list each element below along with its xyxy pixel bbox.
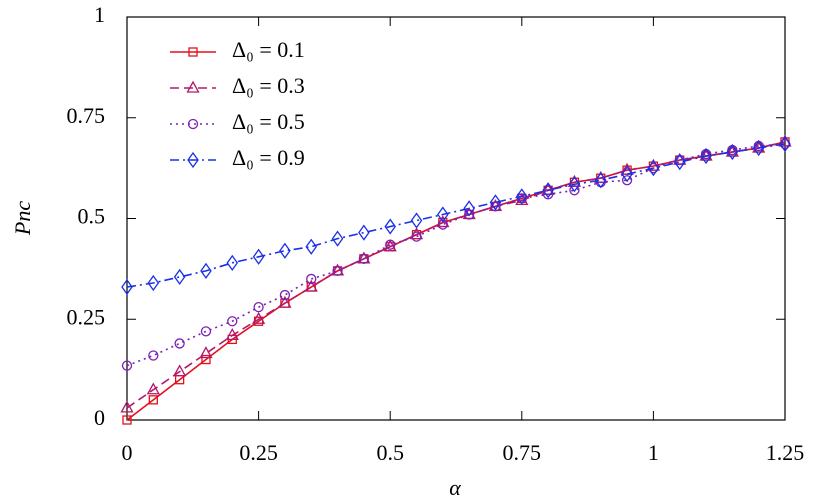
series-line — [126, 141, 786, 421]
data-point — [146, 382, 160, 395]
data-point — [647, 160, 660, 177]
data-point — [358, 224, 370, 241]
series-line — [126, 141, 786, 409]
data-point — [148, 350, 159, 361]
y-tick-label: 1 — [94, 2, 105, 27]
data-point — [332, 265, 343, 277]
data-point — [200, 262, 212, 280]
data-point — [437, 219, 448, 230]
data-point — [174, 338, 185, 349]
data-point — [411, 231, 422, 242]
data-point — [726, 143, 739, 161]
data-point — [252, 248, 265, 265]
data-point — [621, 175, 633, 186]
data-point — [306, 273, 317, 285]
data-point — [252, 311, 266, 324]
series-line — [126, 143, 786, 288]
data-point — [385, 239, 396, 250]
data-point — [542, 182, 554, 199]
data-point — [673, 153, 686, 171]
y-tick-label: 0.25 — [67, 304, 106, 329]
series-line — [126, 143, 786, 367]
data-point — [120, 400, 134, 413]
data-point — [569, 185, 580, 196]
data-point — [279, 289, 291, 301]
data-point — [225, 328, 239, 341]
legend-marker — [187, 118, 199, 130]
legend-label: Δ₀ = 0.3 — [232, 73, 305, 98]
data-point — [700, 147, 712, 165]
x-axis-label: α — [449, 475, 461, 500]
y-tick-label: 0 — [94, 405, 105, 430]
data-point — [278, 295, 292, 308]
data-point — [725, 144, 739, 157]
data-point — [463, 200, 475, 217]
data-point — [331, 230, 344, 247]
data-point — [305, 238, 318, 255]
legend-label: Δ₀ = 0.5 — [232, 109, 305, 134]
data-point — [384, 218, 396, 235]
data-point — [489, 194, 502, 211]
data-point — [227, 316, 238, 327]
data-point — [226, 254, 239, 271]
data-point — [122, 415, 132, 425]
plot-frame — [126, 16, 786, 421]
data-point — [410, 212, 423, 229]
data-point — [490, 201, 501, 212]
data-point — [358, 253, 370, 264]
data-point — [200, 326, 212, 337]
data-point — [121, 360, 133, 371]
data-point — [199, 346, 213, 359]
y-axis-label: Pnc — [10, 201, 35, 236]
legend-label: Δ₀ = 0.9 — [232, 145, 305, 170]
data-point — [409, 227, 424, 240]
data-point — [383, 239, 397, 252]
data-point — [568, 176, 581, 193]
data-point — [148, 395, 158, 405]
data-point — [201, 354, 211, 365]
x-tick-label: 1.25 — [766, 440, 805, 465]
data-point — [779, 135, 791, 153]
y-tick-label: 0.5 — [78, 204, 106, 229]
x-tick-label: 1 — [648, 440, 659, 465]
data-point — [437, 206, 449, 223]
data-point — [464, 209, 475, 220]
data-point — [594, 172, 607, 189]
x-tick-label: 0.25 — [239, 440, 278, 465]
data-point — [752, 139, 765, 157]
x-tick-label: 0 — [122, 440, 133, 465]
legend-marker — [188, 47, 198, 57]
data-point — [516, 188, 528, 205]
data-point — [253, 302, 264, 313]
data-point — [279, 242, 291, 259]
data-point — [304, 279, 318, 292]
data-point — [121, 278, 133, 296]
x-tick-label: 0.5 — [376, 440, 404, 465]
legend-marker — [187, 151, 199, 169]
data-point — [173, 364, 187, 377]
data-point — [436, 215, 450, 228]
y-tick-label: 0.75 — [67, 103, 106, 128]
data-point — [173, 268, 186, 286]
x-tick-label: 0.75 — [503, 440, 542, 465]
legend-marker — [186, 80, 200, 93]
data-point — [621, 166, 633, 183]
legend-label: Δ₀ = 0.1 — [232, 37, 305, 62]
data-point — [147, 274, 160, 292]
